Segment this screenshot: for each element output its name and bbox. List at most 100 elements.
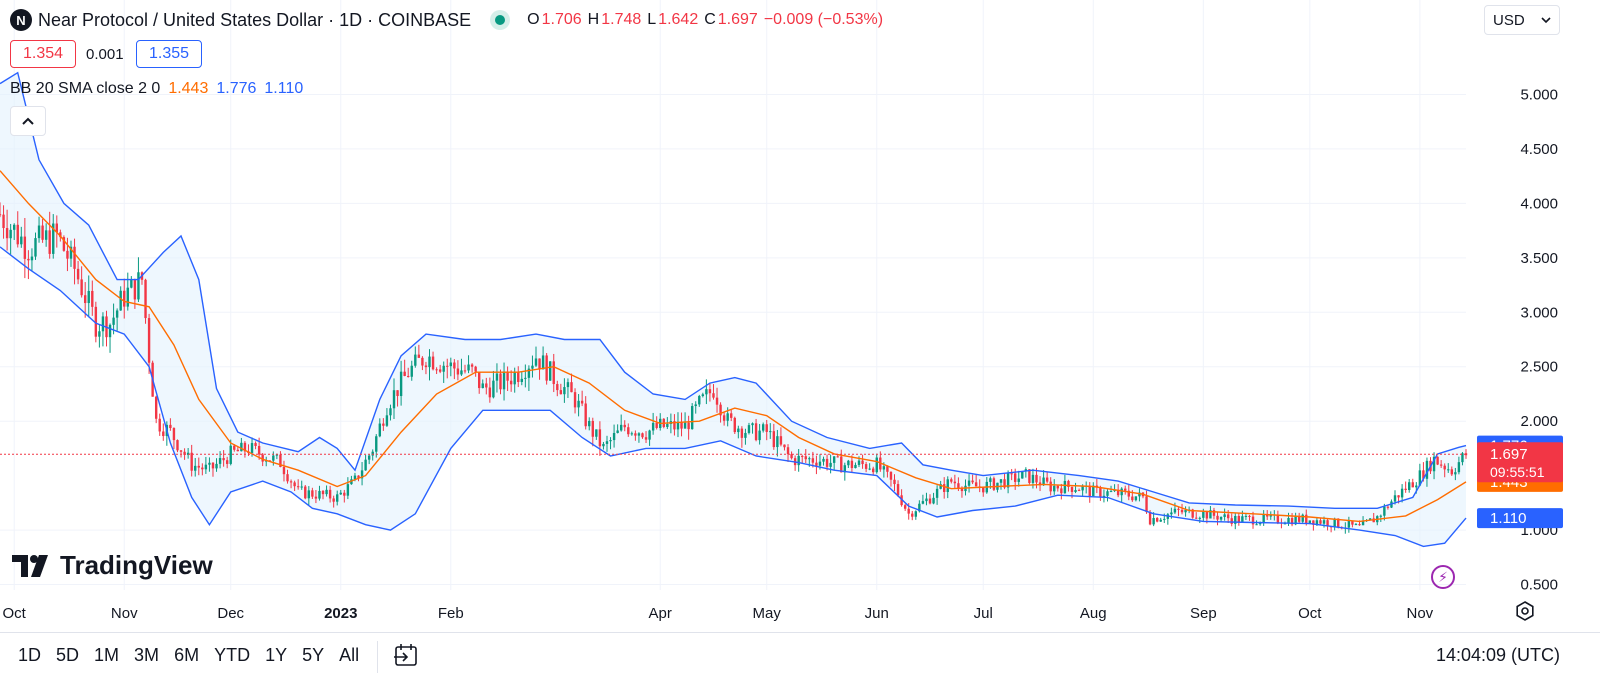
chevron-up-icon: [22, 117, 34, 125]
candle-body: [307, 490, 311, 499]
candle-body: [999, 479, 1003, 483]
range-3m-button[interactable]: 3M: [134, 645, 160, 665]
range-1y-button[interactable]: 1Y: [265, 645, 288, 665]
candle-body: [254, 443, 257, 446]
candle-body: [566, 382, 570, 388]
candle-body: [634, 433, 637, 436]
candle-body: [889, 471, 893, 480]
candle-body: [1219, 516, 1223, 520]
candle-body: [357, 475, 360, 479]
range-1d-button[interactable]: 1D: [18, 645, 42, 665]
candle-body: [1049, 481, 1052, 492]
candle-body: [552, 361, 555, 385]
candle-body: [236, 449, 240, 452]
candle-body: [818, 461, 822, 466]
tradingview-logo-icon: [12, 554, 48, 577]
candle-body: [1152, 518, 1155, 525]
candle-body: [524, 377, 527, 379]
candle-body: [989, 478, 992, 482]
candle-body: [666, 424, 669, 427]
candle-body: [293, 482, 296, 487]
candle-body: [925, 498, 928, 502]
candle-body: [1099, 487, 1102, 498]
candle-body: [98, 331, 101, 337]
candle-body: [754, 423, 758, 441]
candle-body: [1393, 495, 1397, 502]
candle-body: [1163, 518, 1166, 520]
range-all-button[interactable]: All: [339, 645, 360, 665]
currency-select[interactable]: USD: [1484, 5, 1560, 35]
candle-body: [690, 406, 694, 430]
candle-body: [1379, 515, 1383, 517]
bollinger-band-fill: [0, 72, 1466, 547]
price-chart[interactable]: 5.0004.5004.0003.5003.0002.5002.0001.000…: [0, 0, 1600, 632]
price-tick-label: 5.000: [1520, 86, 1558, 103]
ohlc-low: 1.642: [658, 11, 699, 28]
range-ytd-button[interactable]: YTD: [214, 645, 251, 665]
price-tick-label: 2.000: [1520, 413, 1558, 430]
candle-body: [573, 392, 577, 408]
candle-body: [1404, 488, 1407, 491]
candle-body: [509, 380, 513, 385]
candle-body: [1408, 482, 1411, 491]
time-axis: Oct Nov Dec 2023 Feb Apr May Jun Jul Aug Sep Oct Nov: [3, 605, 1434, 622]
bollinger-lower-line: [0, 246, 1467, 548]
candle-body: [1305, 514, 1308, 523]
time-tick-label: Apr: [649, 605, 672, 622]
candle-body: [1347, 520, 1351, 528]
candle-body: [609, 440, 612, 442]
candle-body: [1031, 474, 1035, 483]
candle-body: [414, 354, 417, 366]
candle-body: [424, 365, 428, 368]
candle-body: [541, 355, 545, 370]
candle-body: [680, 421, 683, 429]
buy-price-button[interactable]: 1.355: [136, 40, 202, 68]
candle-body: [1386, 506, 1390, 508]
lightning-icon[interactable]: ⚡: [1431, 565, 1455, 589]
candle-body: [1148, 512, 1152, 525]
candle-body: [730, 413, 733, 418]
candle-body: [1255, 524, 1258, 526]
collapse-legend-button[interactable]: [10, 106, 46, 136]
range-1m-button[interactable]: 1M: [94, 645, 120, 665]
candle-body: [612, 432, 616, 441]
candle-body: [1443, 465, 1446, 470]
utc-clock[interactable]: 14:04:09 (UTC): [1435, 645, 1560, 665]
candle-body: [520, 378, 523, 382]
chevron-down-icon: [1541, 17, 1551, 24]
candle-body: [1216, 515, 1219, 520]
range-5y-button[interactable]: 5Y: [302, 645, 325, 665]
ohlc-key: C: [704, 11, 716, 28]
candle-body: [928, 498, 932, 504]
range-5d-button[interactable]: 5D: [56, 645, 80, 665]
candle-body: [882, 466, 886, 470]
candle-body: [1283, 523, 1287, 525]
range-6m-button[interactable]: 6M: [174, 645, 200, 665]
candle-body: [1116, 489, 1120, 496]
candle-body: [861, 460, 864, 465]
candle-body: [286, 474, 289, 482]
candle-body: [488, 387, 492, 398]
gear-icon[interactable]: [1514, 600, 1536, 622]
candle-body: [257, 445, 261, 455]
candle-body: [1322, 520, 1326, 524]
bollinger-basis-line: [0, 170, 1467, 523]
candle-body: [953, 481, 957, 484]
candle-body: [637, 433, 641, 436]
candle-body: [396, 390, 399, 397]
candle-body: [428, 356, 431, 368]
candle-body: [1351, 520, 1354, 525]
indicator-legend[interactable]: BB 20 SMA close 2 0 1.443 1.776 1.110: [10, 80, 303, 98]
candle-body: [1035, 474, 1038, 483]
candle-body: [1038, 482, 1042, 486]
candle-body: [854, 464, 857, 469]
sell-price-button[interactable]: 1.354: [10, 40, 76, 68]
symbol-title[interactable]: Near Protocol / United States Dollar · 1…: [38, 9, 472, 30]
candle-body: [619, 424, 623, 431]
go-to-date-icon[interactable]: [393, 641, 421, 671]
candle-body: [737, 428, 740, 433]
ohlc-values: O 1.706 H 1.748 L 1.642 C 1.697 −0.009 (−0.5…: [527, 11, 883, 29]
last-price-badge-label: 1.697: [1490, 446, 1528, 463]
tradingview-logo[interactable]: TradingView: [12, 550, 213, 581]
candle-body: [957, 483, 960, 489]
